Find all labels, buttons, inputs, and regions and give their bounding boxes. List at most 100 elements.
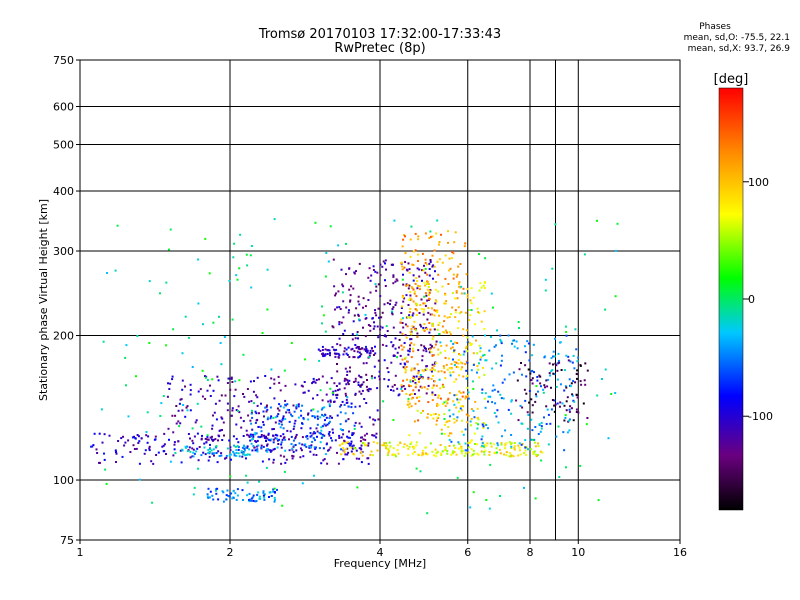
- data-point: [434, 270, 436, 273]
- data-point: [225, 498, 228, 501]
- data-point: [293, 410, 296, 413]
- data-point: [369, 291, 372, 294]
- data-point: [245, 457, 247, 460]
- data-point: [217, 379, 220, 382]
- data-point: [417, 284, 419, 287]
- data-point: [519, 404, 522, 407]
- data-point: [453, 364, 456, 366]
- data-point: [294, 444, 297, 446]
- data-point: [258, 495, 261, 498]
- data-point: [548, 372, 551, 375]
- data-point: [458, 443, 461, 446]
- data-point: [469, 420, 472, 423]
- data-point: [437, 324, 440, 327]
- data-point: [311, 382, 314, 385]
- data-point: [171, 414, 174, 417]
- data-point: [508, 455, 511, 458]
- data-point: [586, 417, 589, 419]
- data-point: [444, 349, 447, 352]
- data-point: [383, 442, 386, 445]
- data-point: [431, 354, 434, 357]
- data-point: [343, 350, 346, 353]
- data-point: [539, 382, 542, 385]
- data-point: [424, 267, 427, 270]
- data-point: [464, 397, 467, 400]
- data-point: [167, 427, 170, 430]
- data-point: [341, 442, 344, 445]
- data-point: [315, 454, 318, 456]
- data-point: [205, 376, 207, 379]
- chart-title: Tromsø 20170103 17:32:00-17:33:43: [258, 27, 502, 42]
- data-point: [278, 403, 281, 406]
- data-point: [394, 280, 397, 283]
- data-point: [357, 313, 360, 316]
- data-point: [272, 428, 275, 430]
- data-point: [443, 432, 446, 435]
- data-point: [312, 432, 315, 435]
- data-point: [313, 474, 315, 477]
- x-axis: 1 2 4 6 8 10 16: [77, 540, 687, 559]
- data-point: [547, 378, 550, 381]
- data-point: [390, 361, 393, 364]
- data-point: [116, 224, 119, 227]
- data-point: [337, 352, 340, 355]
- data-point: [386, 367, 389, 370]
- data-point: [513, 445, 516, 448]
- data-point: [394, 455, 397, 458]
- data-point: [537, 433, 540, 435]
- data-point: [535, 393, 537, 396]
- data-point: [358, 405, 361, 408]
- data-point: [401, 305, 403, 308]
- data-point: [263, 496, 266, 499]
- data-point: [403, 443, 406, 446]
- data-point: [405, 283, 408, 286]
- data-point: [410, 327, 413, 330]
- data-point: [276, 439, 279, 442]
- data-point: [324, 348, 327, 351]
- data-point: [410, 338, 413, 341]
- data-point: [425, 350, 428, 353]
- data-point: [356, 333, 359, 336]
- data-point: [332, 258, 335, 261]
- data-point: [521, 373, 523, 376]
- data-point: [280, 423, 283, 426]
- data-point: [261, 460, 264, 463]
- data-point: [331, 416, 333, 419]
- data-point: [437, 370, 440, 373]
- data-point: [496, 329, 498, 332]
- data-point: [338, 337, 341, 340]
- data-point: [511, 342, 513, 345]
- data-point: [414, 249, 417, 252]
- data-point: [246, 264, 249, 267]
- data-point: [456, 398, 459, 401]
- data-point: [180, 461, 183, 464]
- data-point: [337, 356, 340, 359]
- data-point: [303, 381, 306, 383]
- data-point: [234, 388, 237, 391]
- data-point: [410, 298, 413, 301]
- data-point: [312, 377, 315, 380]
- data-point: [173, 448, 176, 451]
- data-point: [443, 401, 446, 404]
- data-point: [582, 402, 585, 405]
- data-point: [487, 395, 490, 398]
- data-point: [616, 222, 619, 225]
- data-point: [312, 453, 315, 456]
- data-point: [412, 447, 415, 450]
- data-point: [352, 356, 355, 359]
- data-point: [250, 499, 253, 502]
- data-point: [364, 438, 367, 441]
- data-point: [180, 398, 183, 401]
- data-point: [345, 442, 348, 445]
- data-point: [381, 444, 384, 447]
- data-point: [163, 450, 166, 453]
- data-point: [328, 403, 331, 406]
- data-point: [604, 308, 607, 311]
- data-point: [459, 398, 462, 401]
- data-point: [487, 400, 489, 403]
- data-point: [248, 400, 251, 403]
- data-point: [472, 363, 475, 366]
- data-point: [365, 385, 368, 388]
- data-point: [217, 434, 220, 437]
- data-point: [422, 449, 425, 452]
